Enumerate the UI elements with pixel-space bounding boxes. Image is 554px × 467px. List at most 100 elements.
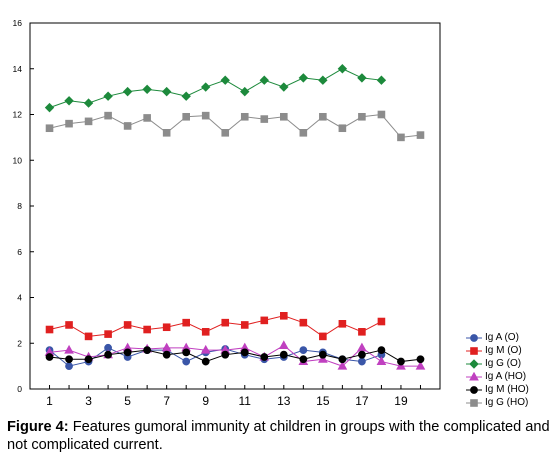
series-4 [45,346,425,366]
legend-label: Ig A (O) [485,332,519,343]
x-tick-label: 15 [316,394,330,408]
legend-label: Ig M (O) [485,345,522,357]
data-point [415,360,426,370]
legend-item: Ig A (HO) [466,370,552,383]
y-tick-label: 16 [13,18,23,28]
data-point [299,355,308,364]
data-point [65,355,73,364]
data-point [65,321,73,329]
data-point [358,112,366,121]
x-tick-label: 17 [355,394,369,408]
data-point [64,344,74,354]
data-point [240,86,250,97]
plot-frame [29,22,441,390]
data-point [220,75,230,85]
legend-label: Ig M (HO) [485,384,529,396]
y-tick-label: 4 [17,293,22,303]
legend-marker [470,385,478,394]
y-tick-label: 0 [17,384,22,394]
series-5 [45,110,425,142]
data-point [279,82,289,92]
data-point [299,346,308,355]
data-point [143,325,151,334]
data-point [397,133,405,142]
data-point [45,124,54,133]
data-point [84,332,93,341]
x-tick-label: 9 [202,394,209,408]
series-2 [44,64,387,113]
data-point [104,330,112,338]
x-tick-label: 1 [46,394,53,408]
data-point [182,318,190,327]
legend-item: Ig M (O) [466,344,552,357]
data-point [143,346,152,355]
legend-item: Ig G (HO) [466,396,552,409]
data-point [319,332,327,341]
data-point [201,111,210,120]
data-point [143,114,151,122]
data-point [299,129,308,137]
data-point [221,318,230,327]
series-1 [45,312,386,341]
data-point [259,75,269,85]
data-point [376,356,387,366]
data-point [104,350,112,359]
y-tick-label: 14 [13,64,23,74]
data-point [260,316,269,325]
legend-marker [470,333,478,342]
data-point [201,82,211,92]
data-point [278,340,289,350]
data-point [299,318,308,327]
data-point [416,355,425,364]
data-point [376,75,387,85]
y-tick-label: 6 [17,247,22,257]
data-point [319,112,327,121]
y-tick-label: 2 [17,338,22,348]
legend-label: Ig A (HO) [485,371,527,383]
data-point [298,73,309,83]
data-point [65,119,73,128]
legend-marker [470,399,478,407]
data-point [45,353,54,361]
figure-caption-text: Features gumoral immunity at children in… [7,419,550,453]
data-point [44,102,55,113]
data-point [200,344,211,354]
data-point [122,86,133,97]
data-point [337,360,348,370]
legend-swatch [466,399,482,407]
data-point [240,348,249,357]
data-point [201,328,210,336]
data-point [318,354,328,363]
legend-label: Ig G (HO) [485,397,529,409]
legend-item: Ig A (O) [466,331,552,344]
data-point [260,353,269,361]
figure-caption-label: Figure 4: [7,419,69,435]
data-point [104,111,112,120]
x-axis: 1 3 5 7 9 11 13 15 17 19 [46,385,421,408]
legend-label: Ig G (O) [485,358,522,370]
data-point [182,112,190,121]
data-point [318,350,327,359]
x-tick-label: 5 [124,394,131,408]
x-tick-label: 7 [163,394,170,408]
data-point [182,348,191,357]
data-point [123,321,132,329]
legend-swatch [466,346,482,355]
data-point [358,350,366,359]
data-point [65,362,73,371]
data-point [123,348,132,357]
data-point [358,357,366,366]
data-point [162,350,171,359]
x-tick-label: 19 [394,394,408,408]
data-point [338,320,347,328]
data-point [84,355,93,364]
legend-swatch [466,333,482,342]
data-point [221,129,230,137]
series-layer [44,64,426,371]
x-tick-label: 13 [277,394,291,408]
y-tick-label: 10 [13,155,23,165]
data-point [260,115,269,123]
data-point [337,64,348,74]
legend: Ig A (O) Ig M (O) Ig G (O) Ig A (HO) Ig M (H… [466,331,552,410]
